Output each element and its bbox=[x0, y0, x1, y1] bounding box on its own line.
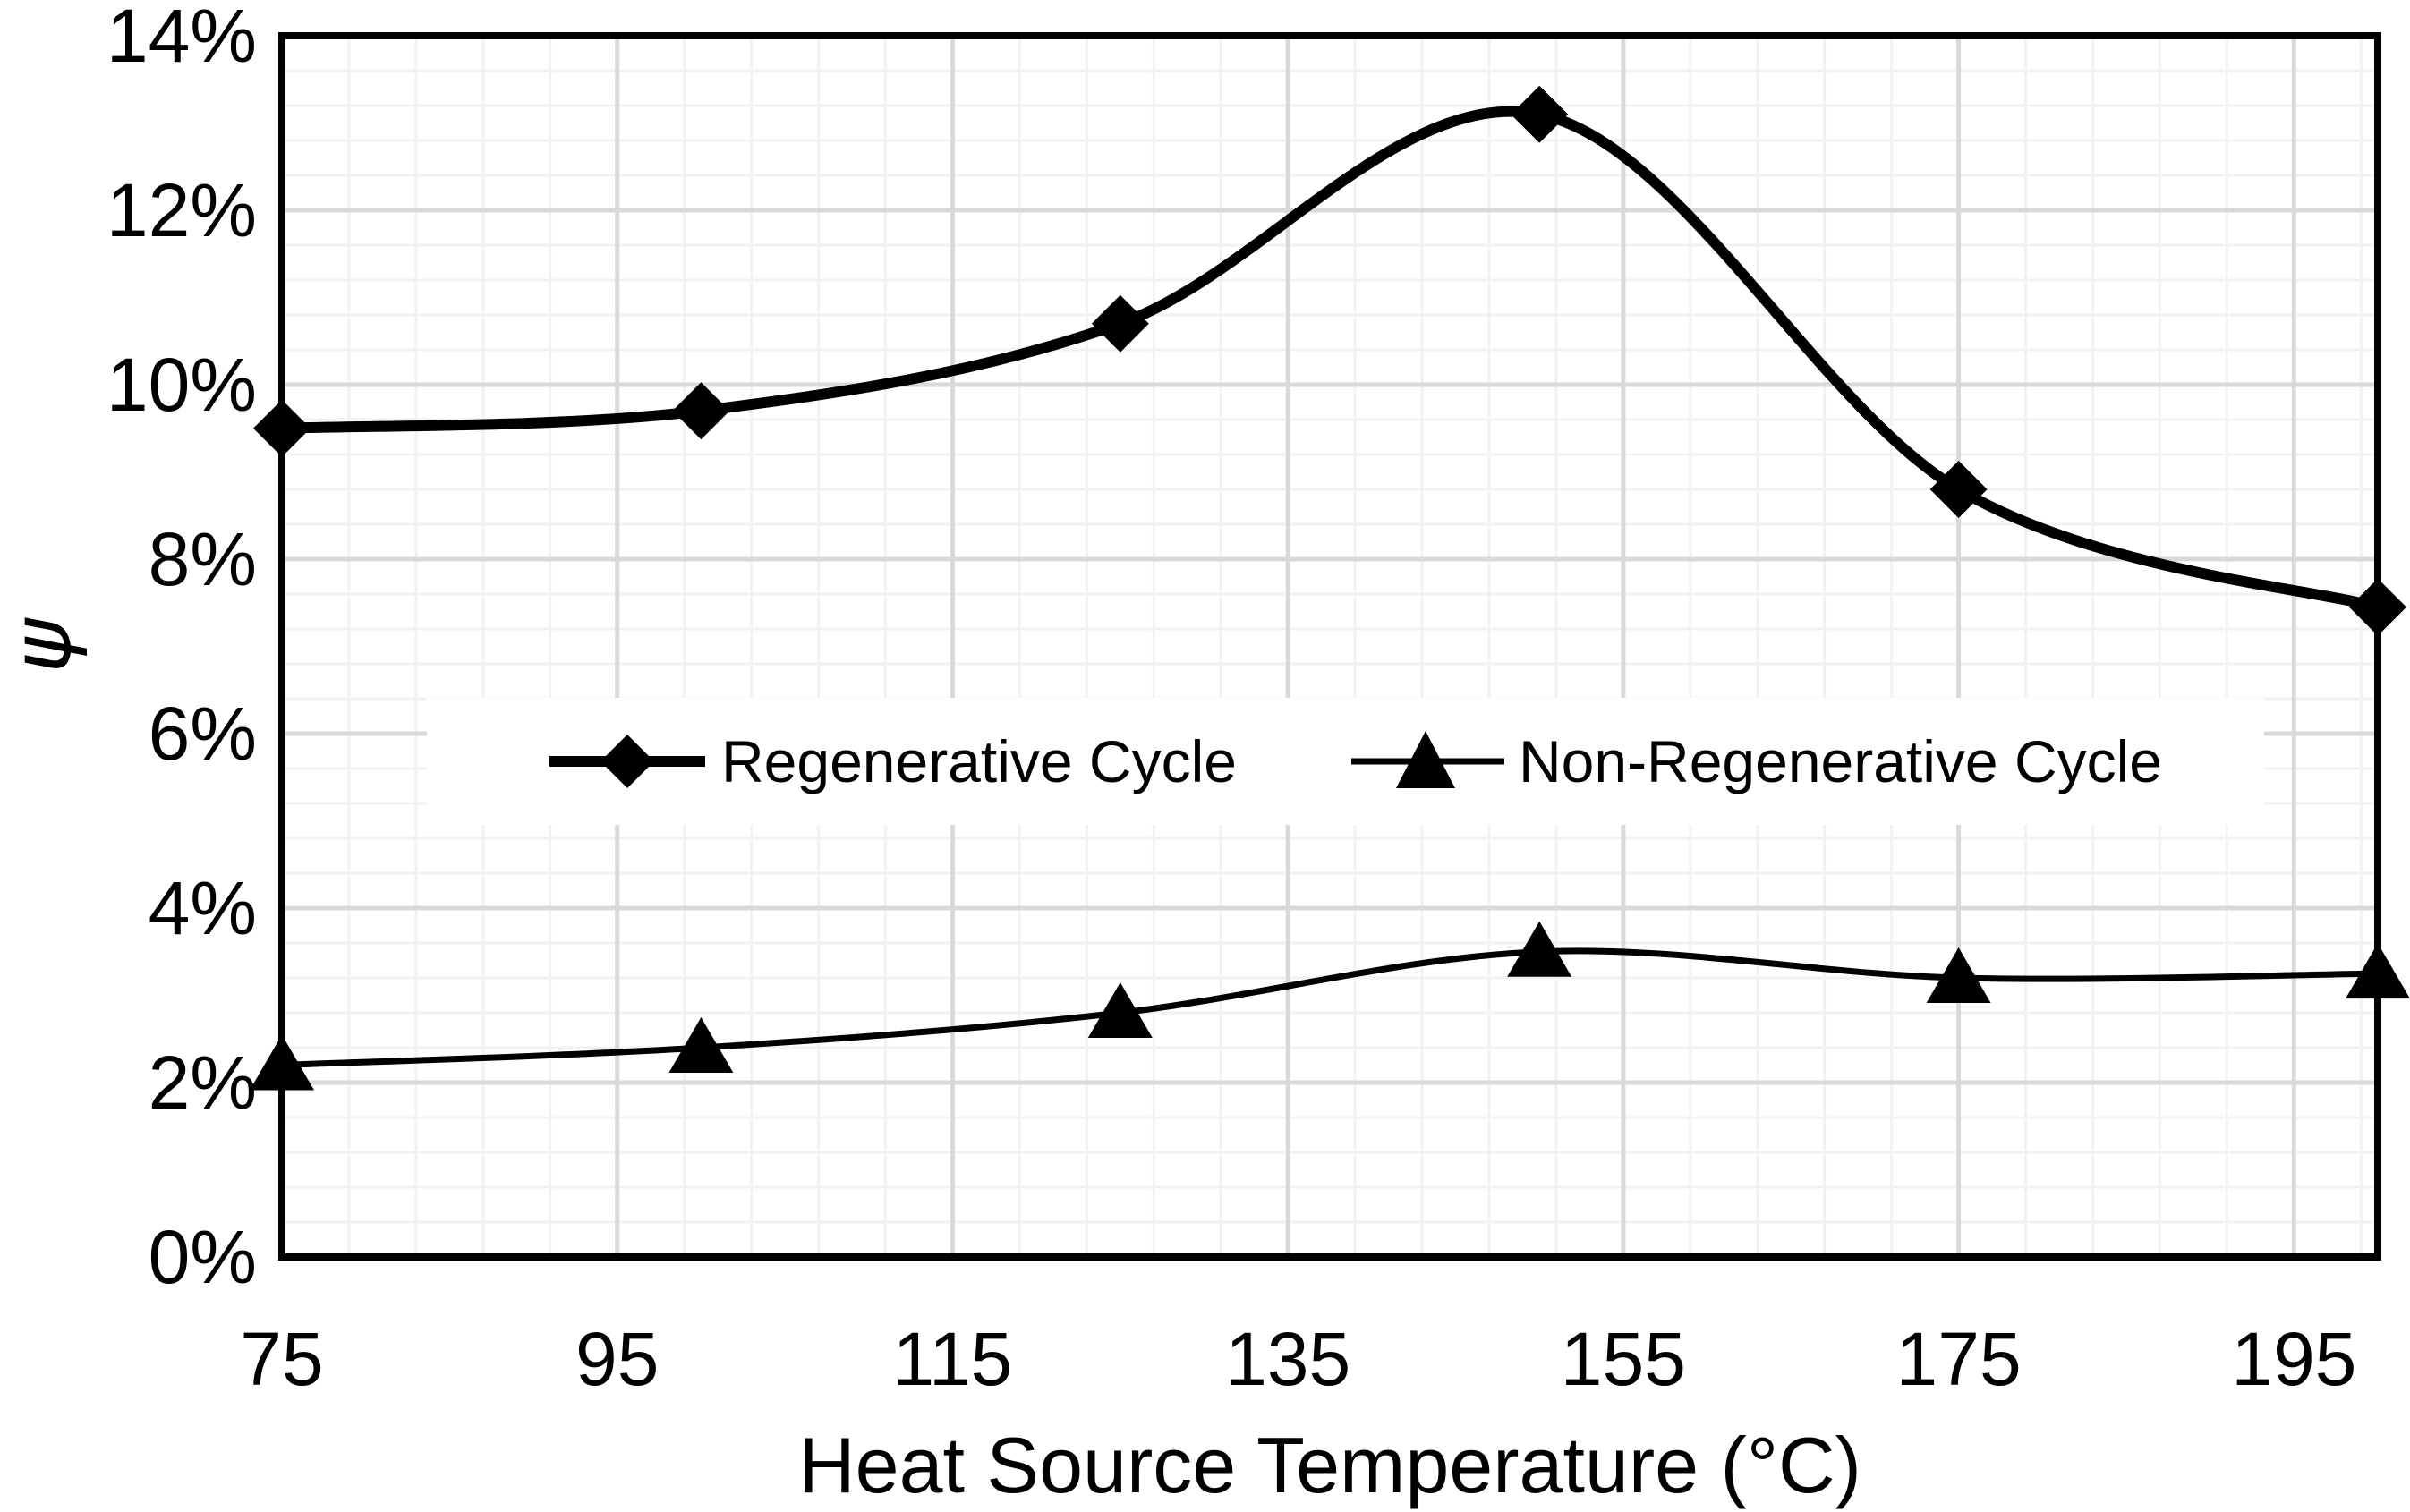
x-tick-label: 155 bbox=[1561, 1317, 1686, 1401]
data-point-diamond-marker bbox=[1091, 294, 1149, 353]
data-point-diamond-marker bbox=[1929, 461, 1988, 518]
y-tick-label: 0% bbox=[149, 1215, 257, 1299]
y-tick-label: 8% bbox=[149, 517, 257, 601]
y-tick-label: 6% bbox=[149, 692, 257, 776]
x-tick-label: 175 bbox=[1896, 1317, 2022, 1401]
legend: Regenerative Cycle Non-Regenerative Cycl… bbox=[427, 698, 2264, 825]
x-tick-label: 135 bbox=[1225, 1317, 1350, 1401]
x-tick-label: 95 bbox=[575, 1317, 659, 1401]
y-axis-title: ψ bbox=[0, 616, 89, 673]
data-point-triangle-marker bbox=[2346, 943, 2410, 999]
legend-label-non-regenerative: Non-Regenerative Cycle bbox=[1519, 728, 2162, 794]
legend-label-regenerative: Regenerative Cycle bbox=[721, 728, 1237, 794]
y-tick-label: 12% bbox=[106, 168, 257, 252]
y-tick-label: 14% bbox=[106, 0, 257, 78]
data-point-diamond-marker bbox=[672, 382, 730, 440]
data-point-triangle-marker bbox=[250, 1034, 314, 1091]
y-tick-label: 4% bbox=[149, 866, 257, 950]
data-point-triangle-marker bbox=[1926, 947, 1991, 1003]
data-point-triangle-marker bbox=[1507, 921, 1572, 977]
data-point-diamond-marker bbox=[2349, 578, 2406, 636]
legend-background bbox=[427, 698, 2264, 825]
data-point-diamond-marker bbox=[1511, 85, 1569, 143]
legend-triangle-icon bbox=[1396, 731, 1455, 788]
y-tick-label: 2% bbox=[149, 1041, 257, 1125]
plot-frame bbox=[278, 32, 2381, 1261]
x-axis-title: Heat Source Temperature (°C) bbox=[798, 1421, 1861, 1509]
legend-diamond-icon bbox=[600, 735, 654, 788]
data-point-triangle-marker bbox=[668, 1017, 734, 1073]
series-line-regenerative bbox=[277, 106, 2383, 613]
series-line-non-regenerative bbox=[278, 947, 2381, 1068]
y-tick-label: 10% bbox=[106, 343, 257, 427]
x-tick-label: 195 bbox=[2231, 1317, 2356, 1401]
data-point-triangle-marker bbox=[1087, 982, 1153, 1038]
data-point-diamond-marker bbox=[253, 399, 311, 457]
x-tick-label: 75 bbox=[240, 1317, 323, 1401]
x-tick-label: 115 bbox=[892, 1317, 1012, 1401]
